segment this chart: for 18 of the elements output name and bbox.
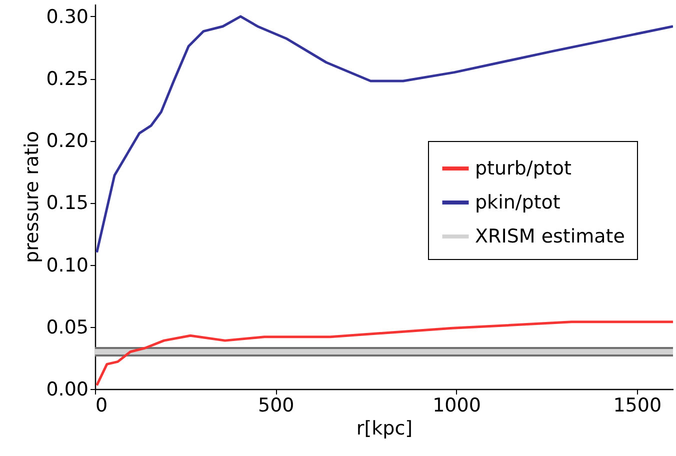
x-tick-label: 1500	[613, 394, 662, 416]
y-tick-label: 0.30	[46, 6, 88, 28]
legend-label: pkin/ptot	[475, 192, 560, 214]
line-series	[96, 320, 673, 387]
x-tick-label: 1000	[432, 394, 481, 416]
x-axis-title: r[kpc]	[356, 418, 413, 440]
y-tick-label: 0.10	[46, 254, 88, 276]
legend-label: pturb/ptot	[475, 158, 572, 180]
x-tick-label: 0	[96, 394, 108, 416]
y-tick-label: 0.20	[46, 130, 88, 152]
line-series	[96, 15, 673, 254]
y-tick-label: 0.15	[46, 192, 88, 214]
x-tick-label: 500	[258, 394, 294, 416]
y-tick-label: 0.00	[46, 378, 88, 400]
y-axis-title: pressure ratio	[21, 131, 44, 263]
legend-label: XRISM estimate	[475, 226, 625, 248]
y-tick-label: 0.25	[46, 68, 88, 90]
y-tick-label: 0.05	[46, 316, 88, 338]
